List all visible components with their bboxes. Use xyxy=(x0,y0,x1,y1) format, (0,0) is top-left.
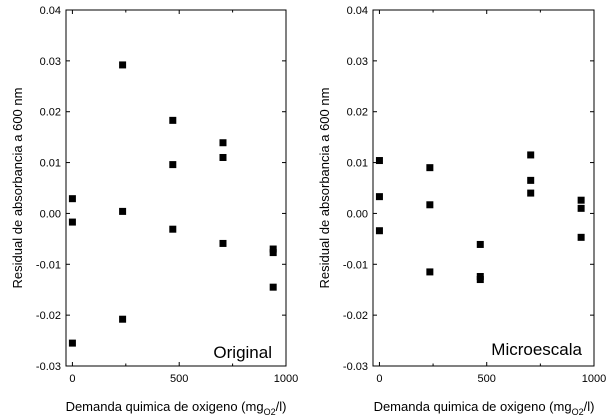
data-point xyxy=(577,233,585,241)
data-point xyxy=(375,227,383,235)
data-point xyxy=(527,151,535,159)
data-point xyxy=(68,195,76,203)
y-tick-label: 0.01 xyxy=(347,158,368,170)
data-point xyxy=(426,201,434,209)
data-point xyxy=(119,61,127,69)
x-axis-title-main: Demanda quimica de oxigeno (mg xyxy=(66,399,264,414)
data-point xyxy=(169,116,177,124)
data-point xyxy=(68,339,76,347)
x-axis-title: Demanda quimica de oxigeno (mgO2/l) xyxy=(66,399,287,417)
data-point xyxy=(219,139,227,147)
x-axis-title-subscript: O2 xyxy=(264,407,276,417)
data-point xyxy=(219,153,227,161)
data-point xyxy=(119,315,127,323)
scatter-panel-1: -0.03 -0.02 -0.01 0.00 0.01 0.02 0.03 0.04 0 500 1… xyxy=(10,5,298,417)
y-tick-label: 0.04 xyxy=(40,5,61,17)
y-tick-label: -0.03 xyxy=(343,361,368,373)
panel-label: Microescala xyxy=(491,340,582,359)
data-point xyxy=(269,245,277,253)
data-point xyxy=(375,157,383,165)
x-axis-title-end: /l) xyxy=(276,399,287,414)
x-tick-label: 0 xyxy=(376,373,382,385)
y-tick-label: 0.00 xyxy=(347,208,368,220)
data-point xyxy=(68,218,76,226)
x-tick-label: 500 xyxy=(478,373,496,385)
data-point xyxy=(169,161,177,169)
data-point xyxy=(476,240,484,248)
x-axis-title-end: /l) xyxy=(584,399,595,414)
plot-frame xyxy=(65,9,287,367)
data-point xyxy=(426,164,434,172)
y-tick-label: 0.00 xyxy=(40,208,61,220)
data-point xyxy=(219,239,227,247)
x-tick-label: 500 xyxy=(170,373,188,385)
plot-frame xyxy=(372,9,595,367)
data-point xyxy=(577,204,585,212)
panel-label: Original xyxy=(213,343,272,362)
data-point xyxy=(476,276,484,284)
data-point xyxy=(527,176,535,184)
y-tick-label: 0.03 xyxy=(40,56,61,68)
y-tick-label: 0.02 xyxy=(347,107,368,119)
x-axis-title: Demanda quimica de oxigeno (mgO2/l) xyxy=(374,399,595,417)
data-point xyxy=(269,283,277,291)
data-point xyxy=(577,196,585,204)
y-tick-label: -0.01 xyxy=(343,259,368,271)
data-point xyxy=(119,207,127,215)
y-tick-label: -0.03 xyxy=(36,361,61,373)
scatter-panel-2: -0.03 -0.02 -0.01 0.00 0.01 0.02 0.03 0.04 0 500 1… xyxy=(317,5,606,417)
data-point xyxy=(375,193,383,201)
y-tick-label: -0.02 xyxy=(343,310,368,322)
data-point xyxy=(426,268,434,276)
data-point xyxy=(269,249,277,257)
y-tick-label: -0.02 xyxy=(36,310,61,322)
x-tick-label: 1000 xyxy=(274,373,298,385)
y-tick-label: 0.04 xyxy=(347,5,368,17)
y-axis-title: Residual de absorbancia a 600 nm xyxy=(317,88,332,289)
y-tick-label: 0.03 xyxy=(347,56,368,68)
data-point xyxy=(527,189,535,197)
y-tick-label: 0.01 xyxy=(40,158,61,170)
x-tick-label: 1000 xyxy=(582,373,606,385)
x-axis-title-subscript: O2 xyxy=(572,407,584,417)
data-point xyxy=(169,225,177,233)
y-axis-title: Residual de absorbancia a 600 nm xyxy=(10,88,25,289)
x-axis-title-main: Demanda quimica de oxigeno (mg xyxy=(374,399,572,414)
y-tick-label: -0.01 xyxy=(36,259,61,271)
y-tick-label: 0.02 xyxy=(40,107,61,119)
x-tick-label: 0 xyxy=(69,373,75,385)
